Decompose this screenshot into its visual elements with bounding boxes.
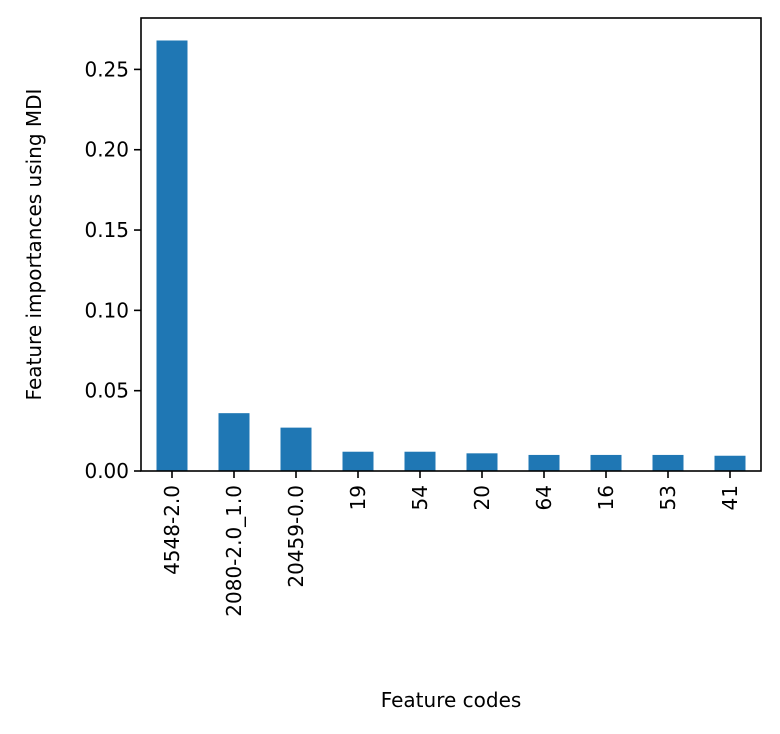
bar-53 [652,454,684,471]
x-tick-label: 20 [470,485,494,510]
y-axis-ticks: 0.00 0.05 0.10 0.15 0.20 0.25 [84,57,141,483]
x-tick-label: 19 [346,485,370,510]
x-axis-ticks: 4548-2.0 2080-2.0_1.0 20459-0.0 19 54 20 64 16 5… [160,471,742,617]
y-tick-label: 0.10 [84,298,129,322]
y-tick-label: 0.20 [84,138,129,162]
bar-2080-2.0_1.0 [218,413,250,471]
bar-20459-0.0 [280,427,312,471]
y-tick-label: 0.25 [84,57,129,81]
y-tick-label: 0.00 [84,459,129,483]
bar-41 [714,455,746,471]
x-tick-label: 2080-2.0_1.0 [222,485,246,617]
x-tick-label: 41 [718,485,742,510]
bar-19 [342,451,374,471]
x-tick-label: 16 [594,485,618,510]
x-tick-label: 64 [532,485,556,510]
x-tick-label: 4548-2.0 [160,485,184,575]
bar-54 [404,451,436,471]
x-tick-label: 53 [656,485,680,510]
bar-16 [590,454,622,471]
bar-20 [466,453,498,471]
x-tick-label: 54 [408,485,432,510]
bars-group [156,40,746,472]
y-axis-label: Feature importances using MDI [22,89,46,401]
x-tick-label: 20459-0.0 [284,485,308,588]
bar-64 [528,454,560,471]
bar-4548-2.0 [156,40,188,472]
y-tick-label: 0.05 [84,379,129,403]
plot-frame [140,17,762,472]
x-axis-label: Feature codes [381,688,522,712]
y-tick-label: 0.15 [84,218,129,242]
